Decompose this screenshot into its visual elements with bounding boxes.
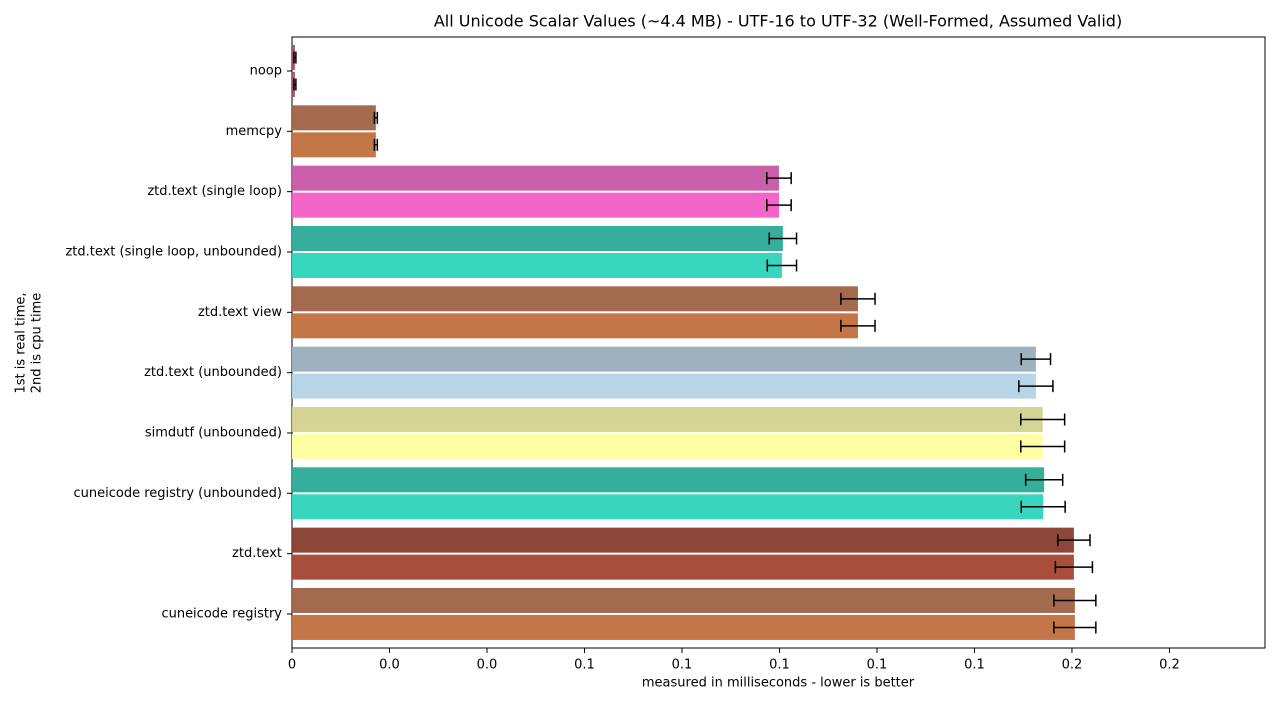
x-tick-label: 0.0 — [477, 658, 498, 673]
y-tick-label: memcpy — [226, 124, 283, 139]
bar — [292, 373, 1036, 399]
y-tick-label: noop — [250, 64, 282, 79]
bar — [292, 105, 376, 131]
x-tick-label: 0 — [288, 658, 296, 673]
bar — [292, 494, 1044, 520]
y-tick-label: cuneicode registry — [161, 606, 282, 621]
bar — [292, 225, 783, 251]
bar — [292, 286, 858, 312]
bar — [292, 192, 779, 218]
y-axis-label: 1st is real time, 2nd is cpu time — [14, 292, 45, 393]
bar — [292, 406, 1043, 432]
y-tick-label: ztd.text (single loop, unbounded) — [65, 244, 282, 259]
x-tick-label: 0.1 — [672, 658, 693, 673]
y-tick-label: ztd.text — [232, 546, 282, 561]
bar — [292, 313, 858, 339]
chart-title: All Unicode Scalar Values (~4.4 MB) - UT… — [434, 12, 1122, 31]
x-tick-label: 0.2 — [1159, 658, 1180, 673]
y-tick-label: cuneicode registry (unbounded) — [74, 486, 283, 501]
y-axis-label-line: 2nd is cpu time — [30, 293, 45, 394]
bar — [292, 165, 779, 191]
bar — [292, 346, 1036, 372]
y-tick-label: simdutf (unbounded) — [145, 425, 282, 440]
bar — [292, 252, 782, 278]
bar — [292, 433, 1043, 459]
x-tick-label: 0.2 — [1062, 658, 1083, 673]
bar — [292, 527, 1074, 553]
y-tick-label: ztd.text view — [198, 305, 282, 320]
y-tick-label: ztd.text (unbounded) — [144, 365, 282, 380]
bar — [292, 132, 376, 158]
bar — [292, 467, 1045, 493]
x-tick-label: 0.0 — [379, 658, 400, 673]
bar — [292, 614, 1075, 640]
x-tick-label: 0.1 — [867, 658, 888, 673]
x-tick-label: 0.1 — [574, 658, 595, 673]
bar — [292, 554, 1074, 580]
plot-frame — [291, 36, 1266, 649]
bar — [292, 587, 1075, 613]
x-tick-label: 0.1 — [964, 658, 985, 673]
x-tick-label: 0.1 — [769, 658, 790, 673]
x-axis-label: measured in milliseconds - lower is bett… — [642, 676, 915, 691]
y-tick-label: ztd.text (single loop) — [147, 184, 282, 199]
y-axis-label-line: 1st is real time, — [14, 292, 29, 393]
